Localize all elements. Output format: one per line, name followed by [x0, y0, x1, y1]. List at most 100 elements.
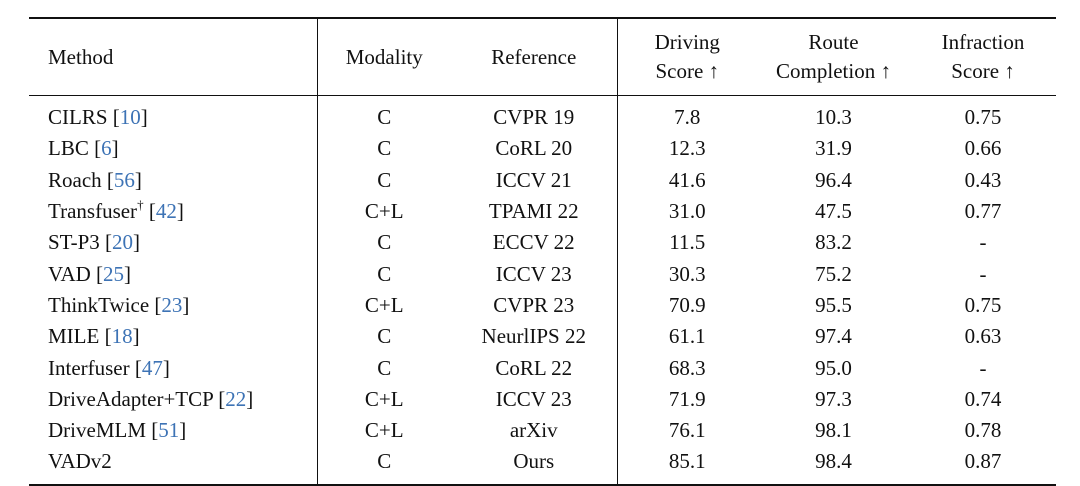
- method-name: Roach: [48, 167, 102, 192]
- infraction-score-cell: 0.87: [964, 449, 1002, 474]
- col-header-infraction-score: Infraction Score ↑: [910, 19, 1056, 95]
- col-header-reference: Reference: [451, 19, 618, 95]
- driving-score-cell: 7.8: [674, 105, 701, 130]
- method-name: ThinkTwice: [48, 292, 150, 317]
- modality-cell: C+L: [364, 292, 404, 317]
- reference-cell: TPAMI 22: [451, 195, 618, 228]
- method-cell: Transfuser† [42]: [29, 195, 318, 228]
- method-cell: VAD [25]: [29, 258, 318, 290]
- driving-score-cell: 85.1: [668, 449, 706, 474]
- infraction-score-cell: 0.74: [964, 386, 1002, 411]
- col-header-infraction-score-line1: Infraction: [941, 30, 1025, 54]
- method-cell: DriveMLM [51]: [29, 414, 318, 447]
- table-row: DriveMLM [51] C+L arXiv 76.1 98.1 0.78: [29, 414, 1056, 447]
- modality-cell: C: [377, 230, 392, 255]
- method-cell: LBC [6]: [29, 133, 318, 165]
- top-rule: [29, 17, 1056, 19]
- reference-cell: ECCV 22: [451, 227, 618, 259]
- modality-cell: C: [377, 105, 392, 130]
- route-completion-cell: 95.5: [815, 292, 852, 317]
- infraction-score-cell: 0.63: [964, 324, 1002, 349]
- citation-link[interactable]: 25: [103, 261, 125, 286]
- method-cell: Roach [56]: [29, 164, 318, 196]
- citation-link[interactable]: 42: [155, 199, 177, 224]
- method-name: ST-P3: [48, 230, 100, 255]
- table-row: LBC [6] C CoRL 20 12.3 31.9 0.66: [29, 133, 1056, 165]
- table-row: Transfuser† [42] C+L TPAMI 22 31.0 47.5 0.77: [29, 195, 1056, 228]
- table-row: VAD [25] C ICCV 23 30.3 75.2 -: [29, 258, 1056, 290]
- route-completion-cell: 98.4: [815, 449, 852, 474]
- citation-link[interactable]: 51: [158, 418, 180, 443]
- route-completion-cell: 96.4: [815, 167, 852, 192]
- infraction-score-cell: 0.66: [964, 136, 1002, 161]
- route-completion-cell: 83.2: [815, 230, 852, 255]
- method-cell: DriveAdapter+TCP [22]: [29, 383, 318, 415]
- infraction-score-cell: 0.75: [964, 292, 1002, 317]
- driving-score-cell: 31.0: [668, 199, 706, 224]
- col-header-infraction-score-line2: Score ↑: [951, 59, 1015, 83]
- reference-cell: ICCV 21: [451, 164, 618, 196]
- reference-cell: CoRL 22: [451, 352, 618, 384]
- modality-cell: C: [377, 355, 392, 380]
- driving-score-cell: 76.1: [668, 418, 706, 443]
- driving-score-cell: 68.3: [668, 355, 706, 380]
- method-name: VAD: [48, 261, 91, 286]
- route-completion-cell: 95.0: [815, 355, 852, 380]
- modality-cell: C: [377, 136, 392, 161]
- method-name: Transfuser: [48, 199, 138, 224]
- infraction-score-cell: -: [979, 261, 987, 286]
- table-row: CILRS [10] C CVPR 19 7.8 10.3 0.75: [29, 96, 1056, 134]
- infraction-score-cell: -: [979, 230, 987, 255]
- infraction-score-cell: 0.43: [964, 167, 1002, 192]
- reference-cell: Ours: [451, 446, 618, 484]
- method-name: CILRS: [48, 105, 108, 130]
- citation-link[interactable]: 20: [112, 230, 134, 255]
- citation-link[interactable]: 23: [161, 292, 183, 317]
- method-name: Interfuser: [48, 355, 130, 380]
- infraction-score-cell: 0.78: [964, 418, 1002, 443]
- modality-cell: C: [377, 261, 392, 286]
- citation-link[interactable]: 18: [111, 324, 133, 349]
- dagger-mark: †: [137, 197, 144, 213]
- citation-link[interactable]: 6: [101, 136, 112, 161]
- driving-score-cell: 71.9: [668, 386, 706, 411]
- col-header-driving-score: Driving Score ↑: [617, 19, 757, 95]
- infraction-score-cell: -: [979, 355, 987, 380]
- reference-cell: ICCV 23: [451, 383, 618, 415]
- route-completion-cell: 98.1: [815, 418, 852, 443]
- driving-score-cell: 41.6: [668, 167, 706, 192]
- col-header-driving-score-line2: Score ↑: [655, 59, 720, 83]
- col-header-route-completion: Route Completion ↑: [757, 19, 910, 95]
- method-cell: CILRS [10]: [29, 96, 318, 134]
- method-cell: Interfuser [47]: [29, 352, 318, 384]
- citation-link[interactable]: 22: [225, 386, 247, 411]
- method-cell: VADv2: [29, 446, 318, 484]
- reference-cell: ICCV 23: [451, 258, 618, 290]
- table-row: ST-P3 [20] C ECCV 22 11.5 83.2 -: [29, 227, 1056, 259]
- results-table: Method Modality Reference Driving Score …: [29, 17, 1056, 486]
- method-name: LBC: [48, 136, 89, 161]
- driving-score-cell: 30.3: [668, 261, 706, 286]
- driving-score-cell: 61.1: [668, 324, 706, 349]
- infraction-score-cell: 0.75: [964, 105, 1002, 130]
- infraction-score-cell: 0.77: [964, 199, 1002, 224]
- col-header-route-completion-line2: Completion ↑: [776, 59, 891, 83]
- citation-link[interactable]: 56: [113, 167, 135, 192]
- method-cell: ST-P3 [20]: [29, 227, 318, 259]
- reference-cell: CVPR 23: [451, 289, 618, 322]
- col-header-modality: Modality: [345, 44, 423, 69]
- route-completion-cell: 97.4: [815, 324, 852, 349]
- comparison-table-body: CILRS [10] C CVPR 19 7.8 10.3 0.75 LBC [6] C CoR…: [29, 96, 1056, 484]
- reference-cell: NeurlIPS 22: [451, 321, 618, 353]
- route-completion-cell: 47.5: [815, 199, 852, 224]
- col-header-method: Method: [29, 19, 318, 95]
- header-row: Method Modality Reference Driving Score …: [29, 19, 1056, 95]
- route-completion-cell: 10.3: [815, 105, 852, 130]
- modality-cell: C: [377, 167, 392, 192]
- citation-link[interactable]: 47: [141, 355, 163, 380]
- method-name: MILE: [48, 324, 100, 349]
- method-cell: ThinkTwice [23]: [29, 289, 318, 322]
- table-row: Roach [56] C ICCV 21 41.6 96.4 0.43: [29, 164, 1056, 196]
- table-row: Interfuser [47] C CoRL 22 68.3 95.0 -: [29, 352, 1056, 384]
- citation-link[interactable]: 10: [119, 105, 141, 130]
